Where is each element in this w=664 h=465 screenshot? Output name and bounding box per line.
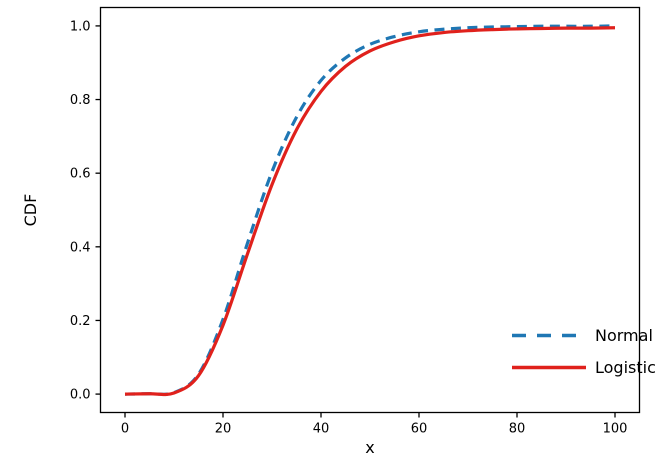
x-axis-label: x — [365, 438, 374, 457]
x-axis-tick-label: 40 — [313, 422, 330, 437]
y-axis-label: CDF — [21, 194, 40, 227]
y-axis-tick-label: 1.0 — [70, 19, 91, 34]
x-axis-tick-label: 80 — [509, 422, 526, 437]
y-axis-tick-label: 0.6 — [70, 167, 91, 182]
x-axis-tick-label: 20 — [215, 422, 232, 437]
y-axis-tick-label: 0.8 — [70, 93, 91, 108]
legend-label-normal: Normal — [595, 326, 653, 345]
legend-label-logistic: Logistic — [595, 358, 656, 377]
y-axis-tick-label: 0.4 — [70, 240, 91, 255]
x-axis-tick-label: 60 — [411, 422, 428, 437]
y-axis-tick-label: 0.0 — [70, 388, 91, 403]
x-axis-tick-label: 100 — [603, 422, 628, 437]
y-axis-tick-label: 0.2 — [70, 314, 91, 329]
curve-logistic — [124, 26, 616, 397]
plot-border — [99, 6, 641, 414]
curve-normal — [124, 24, 616, 396]
x-axis-tick-label: 0 — [121, 422, 129, 437]
